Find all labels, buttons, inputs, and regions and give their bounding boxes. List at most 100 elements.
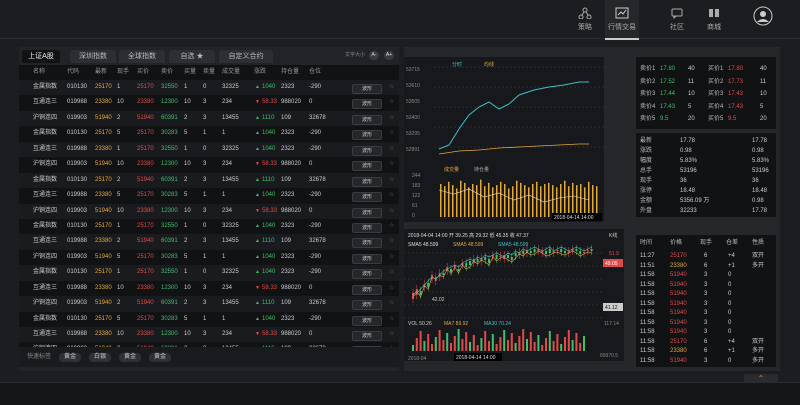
trend-button[interactable]: 波形 — [352, 284, 382, 295]
font-increase-button[interactable]: A+ — [384, 51, 394, 60]
col-amount[interactable]: 成交量 — [222, 69, 241, 75]
favorite-star-icon[interactable]: ☆ — [389, 192, 395, 199]
trend-button[interactable]: 波形 — [352, 269, 382, 280]
table-row[interactable]: 沪铜连四 019903 51940 10 23380 12300 10 3 234 58.33 98… — [19, 203, 399, 219]
trade-row[interactable]: 11:58 51940 3 0 — [636, 290, 776, 299]
favorite-star-icon[interactable]: ☆ — [389, 315, 395, 322]
table-row[interactable]: 金属指数 010130 25170 1 25170 32550 1 0 32325 1040 232… — [19, 219, 399, 234]
nav-community[interactable]: 社区 — [660, 0, 694, 38]
order-book-row[interactable]: 卖价3 17.44 10 买价3 17.43 10 — [636, 88, 776, 100]
trend-button[interactable]: 波形 — [352, 176, 382, 187]
favorite-star-icon[interactable]: ☆ — [389, 238, 395, 245]
quick-tag-silver[interactable]: 白银 — [89, 353, 112, 362]
favorite-star-icon[interactable]: ☆ — [389, 269, 395, 276]
nav-market[interactable]: 行情交易 — [605, 0, 639, 40]
col-ask[interactable]: 卖价 — [161, 69, 174, 75]
trade-row[interactable]: 11:58 51940 3 0 — [636, 309, 776, 318]
table-row[interactable]: 互通连三 019988 23380 2 51940 60391 2 3 13455 1110 109… — [19, 234, 399, 250]
favorite-star-icon[interactable]: ☆ — [389, 161, 395, 168]
trade-row[interactable]: 11:58 25170 6 +4 双开 — [636, 338, 776, 347]
trend-button[interactable]: 波形 — [352, 130, 382, 141]
trend-button[interactable]: 波形 — [352, 300, 382, 311]
favorite-star-icon[interactable]: ☆ — [389, 130, 395, 137]
favorite-star-icon[interactable]: ☆ — [389, 222, 395, 229]
col-vol[interactable]: 现手 — [117, 69, 130, 75]
col-ask-vol[interactable]: 卖量 — [203, 69, 216, 75]
table-row[interactable]: 金属指数 010130 25170 1 25170 32550 1 0 32325 1040 232… — [19, 80, 399, 96]
table-row[interactable]: 互通连三 019988 23380 10 23380 12300 10 3 234 58.33 98… — [19, 95, 399, 110]
favorite-star-icon[interactable]: ☆ — [389, 331, 395, 337]
order-book-row[interactable]: 卖价2 17.52 11 买价2 17.73 11 — [636, 76, 776, 88]
order-book-row[interactable]: 卖价1 17.80 40 买价1 17.80 40 — [636, 63, 776, 75]
tab-global[interactable]: 全球指数 — [119, 50, 165, 63]
trend-button[interactable]: 波形 — [352, 222, 382, 233]
favorite-star-icon[interactable]: ☆ — [389, 84, 395, 90]
trade-row[interactable]: 11:58 51940 3 0 — [636, 281, 776, 290]
kline-chart[interactable]: 2018-04-04 14:00 开 39.25 高 29.32 低 45.35… — [404, 229, 624, 361]
trade-row[interactable]: 11:58 51940 3 0 — [636, 328, 776, 337]
trade-row[interactable]: 11:58 51940 3 0 多开 — [636, 357, 776, 366]
intraday-chart[interactable]: 分时均线537155361053505534005329552891+0.69%… — [404, 57, 604, 222]
table-row[interactable]: 金属指数 010130 25170 5 25170 30283 5 1 1 1040 2323 -29… — [19, 126, 399, 141]
trade-row[interactable]: 11:58 51940 3 0 — [636, 300, 776, 309]
col-bid-vol[interactable]: 买量 — [184, 69, 197, 75]
col-oi[interactable]: 持仓量 — [281, 69, 300, 75]
nav-strategy[interactable]: 策略 — [568, 0, 602, 38]
table-row[interactable]: 互通连三 019988 23380 10 23380 12300 10 3 234 58.33 98… — [19, 327, 399, 343]
avatar[interactable] — [753, 6, 773, 26]
table-row[interactable]: 金属指数 010130 25170 2 51940 60391 2 3 13455 1110 109… — [19, 172, 399, 189]
order-book-row[interactable]: 卖价5 9.5 20 买价5 9.5 20 — [636, 113, 776, 125]
table-row[interactable]: 沪铜连四 019903 51940 10 23380 12300 10 3 234 58.33 98… — [19, 157, 399, 172]
font-decrease-button[interactable]: A- — [369, 51, 379, 60]
table-row[interactable]: 沪铜连四 019903 51940 2 51940 60391 2 3 13455 1110 109… — [19, 296, 399, 312]
favorite-star-icon[interactable]: ☆ — [389, 207, 395, 214]
tab-favorites[interactable]: 自选 ★ — [169, 50, 215, 63]
tab-shanghai[interactable]: 上证A股 — [22, 50, 60, 63]
col-code[interactable]: 代码 — [67, 69, 80, 75]
col-bid[interactable]: 买价 — [137, 69, 150, 75]
tab-shenzhen[interactable]: 深圳指数 — [70, 50, 116, 63]
table-row[interactable]: 金属指数 010130 25170 1 25170 32550 1 0 32325 1040 232… — [19, 265, 399, 281]
nav-mall[interactable]: 商城 — [697, 0, 731, 38]
trend-button[interactable]: 波形 — [352, 207, 382, 218]
trade-row[interactable]: 11:51 23380 6 +1 多开 — [636, 262, 776, 271]
col-position[interactable]: 仓位 — [309, 69, 322, 75]
favorite-star-icon[interactable]: ☆ — [389, 99, 395, 106]
trend-button[interactable]: 波形 — [352, 114, 382, 125]
trend-button[interactable]: 波形 — [352, 99, 382, 110]
table-row[interactable]: 互通连三 019988 23380 5 25170 30283 5 1 1 1040 2323 -29… — [19, 188, 399, 203]
table-row[interactable]: 沪铜连四 019903 51940 2 51940 60391 2 3 13455 1110 109… — [19, 110, 399, 127]
quick-tag-gold-2[interactable]: 黄金 — [119, 353, 142, 362]
trend-button[interactable]: 波形 — [352, 315, 382, 326]
table-row[interactable]: 金属指数 010130 25170 5 25170 30283 5 1 1 1040 2323 -29… — [19, 312, 399, 327]
trend-button[interactable]: 波形 — [352, 145, 382, 156]
col-name[interactable]: 名称 — [33, 69, 46, 75]
order-book-row[interactable]: 卖价4 17.43 5 买价4 17.43 5 — [636, 101, 776, 113]
favorite-star-icon[interactable]: ☆ — [389, 176, 395, 183]
favorite-star-icon[interactable]: ☆ — [389, 114, 395, 121]
tab-custom[interactable]: 自定义合约 — [219, 50, 273, 63]
col-last[interactable]: 最新 — [95, 69, 108, 75]
trend-button[interactable]: 波形 — [352, 331, 382, 341]
table-row[interactable]: 互通连三 019988 23380 1 25170 32550 1 0 32325 1040 232… — [19, 141, 399, 158]
trend-button[interactable]: 波形 — [352, 238, 382, 249]
trade-row[interactable]: 11:58 23380 6 +1 多开 — [636, 347, 776, 356]
favorite-star-icon[interactable]: ☆ — [389, 145, 395, 152]
scroll-top-button[interactable]: ⌃ — [744, 374, 778, 384]
trend-button[interactable]: 波形 — [352, 192, 382, 203]
row-code: 019903 — [67, 207, 88, 214]
quick-tag-gold[interactable]: 黄金 — [59, 353, 82, 362]
favorite-star-icon[interactable]: ☆ — [389, 253, 395, 260]
trend-button[interactable]: 波形 — [352, 253, 382, 264]
favorite-star-icon[interactable]: ☆ — [389, 300, 395, 307]
quick-tag-gold-3[interactable]: 黄金 — [149, 353, 172, 362]
trade-row[interactable]: 11:58 51940 3 0 — [636, 319, 776, 328]
trade-row[interactable]: 11:58 51940 3 0 — [636, 271, 776, 280]
favorite-star-icon[interactable]: ☆ — [389, 284, 395, 291]
trend-button[interactable]: 波形 — [352, 84, 382, 94]
trade-row[interactable]: 11:27 25170 6 +4 双开 — [636, 252, 776, 261]
trend-button[interactable]: 波形 — [352, 161, 382, 172]
table-row[interactable]: 互通连三 019988 23380 10 23380 12300 10 3 234 58.33 98… — [19, 281, 399, 296]
table-row[interactable]: 沪铜连四 019903 51940 5 25170 30283 5 1 1 1040 2323 -29… — [19, 250, 399, 265]
col-change[interactable]: 涨跌 — [254, 69, 267, 75]
